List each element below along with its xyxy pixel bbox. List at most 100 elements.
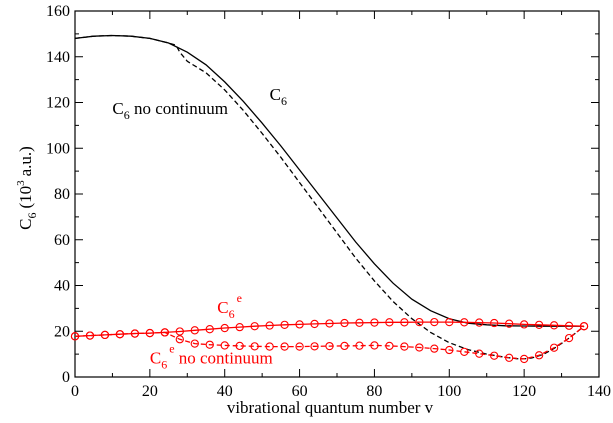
- series-3-point: [505, 319, 514, 328]
- series-3-point: [549, 321, 559, 330]
- y-tick-label: 0: [62, 369, 70, 386]
- series-3-point: [430, 317, 439, 327]
- series-4-point: [130, 329, 140, 338]
- curve-label-4: C6e no continuum: [150, 341, 273, 371]
- series-4-point: [340, 341, 349, 351]
- y-tick-label: 80: [54, 186, 70, 203]
- plot-frame: [74, 10, 600, 378]
- curve-label-subscript: 6: [229, 307, 235, 321]
- y-tick-label: 100: [46, 140, 70, 157]
- curve-label-subscript: 6: [281, 94, 287, 108]
- y-tick-label: 160: [46, 3, 70, 20]
- series-4-point: [445, 345, 454, 355]
- series-4-point: [205, 340, 214, 349]
- series-3-point: [355, 318, 364, 327]
- series-4-point: [100, 330, 110, 340]
- curve-label-text: no continuum: [130, 99, 228, 118]
- series-4-point: [310, 342, 319, 351]
- x-tick-label: 80: [366, 383, 382, 400]
- y-axis-title-superscript: 3: [15, 180, 27, 186]
- series-3-point: [325, 319, 334, 328]
- series-4-point: [505, 353, 514, 362]
- curve-label-subscript: 6: [161, 357, 167, 371]
- series-4-point: [475, 349, 484, 358]
- series-4-point: [400, 342, 409, 351]
- series-4-point: [415, 343, 424, 352]
- series-4-point: [220, 341, 229, 350]
- series-4-point: [235, 341, 244, 351]
- series-3-point: [445, 317, 454, 327]
- curve-label-symbol: C: [112, 99, 123, 118]
- x-axis-title: vibrational quantum number v: [227, 398, 434, 417]
- series-4-point: [549, 343, 559, 352]
- series-4-point: [160, 328, 169, 337]
- x-tick-label: 120: [512, 383, 536, 400]
- y-axis-title: C6 (103 a.u.): [15, 146, 39, 230]
- series-4-point: [460, 347, 469, 356]
- y-tick-label: 140: [46, 49, 70, 66]
- y-tick-label: 60: [54, 232, 70, 249]
- series-4-point: [115, 330, 125, 339]
- y-axis-title-subscript: 6: [25, 213, 39, 219]
- y-axis-title-rest-open: (10: [16, 186, 35, 209]
- x-tick-label: 100: [437, 383, 461, 400]
- series-4-point: [190, 339, 199, 348]
- series-3-point: [415, 317, 424, 327]
- series-4-point: [385, 341, 394, 351]
- series-3-point: [250, 322, 259, 331]
- series-4-point: [519, 354, 529, 364]
- curve-label-subscript: 6: [124, 108, 130, 122]
- series-3-point: [295, 320, 304, 329]
- series-4-point: [325, 341, 334, 351]
- series-4-point: [579, 322, 589, 331]
- plot-frame-layer: [74, 10, 600, 378]
- series-3-point: [205, 325, 214, 334]
- series-3-point: [385, 318, 394, 327]
- curve-label-1: C6: [270, 85, 287, 108]
- curve-label-symbol: C: [217, 298, 228, 317]
- curve-label-symbol: C: [150, 348, 161, 367]
- series-3-point: [220, 323, 229, 333]
- y-tick-label: 120: [46, 95, 70, 112]
- series-4-point: [370, 341, 379, 350]
- curve-label-superscript: e: [169, 341, 174, 355]
- series-4-point: [534, 351, 544, 360]
- series-3-point: [400, 318, 409, 327]
- curve-label-3: C6e: [217, 291, 242, 321]
- series-4-point: [85, 331, 95, 340]
- series-3-point: [370, 318, 379, 327]
- curve-label-2: C6 no continuum: [112, 99, 228, 122]
- series-3-point: [265, 321, 274, 330]
- series-line-4: [74, 325, 585, 360]
- series-3-point: [310, 319, 319, 329]
- series-3-point: [475, 318, 484, 327]
- series-line-3: [74, 321, 585, 337]
- series-4-point: [564, 333, 574, 343]
- series-3-point: [280, 320, 289, 329]
- series-3-point: [490, 318, 499, 328]
- series-3-point: [519, 320, 529, 329]
- curve-label-symbol: C: [270, 85, 281, 104]
- x-tick-label: 20: [142, 383, 158, 400]
- y-axis-title-rest-close: a.u.): [16, 146, 35, 176]
- series-line-2: [74, 34, 585, 360]
- series-3-point: [460, 318, 469, 327]
- y-axis-title-main: C: [16, 219, 35, 230]
- series-4-point: [430, 344, 439, 353]
- curve-label-superscript: e: [237, 291, 242, 305]
- series-3-point: [564, 321, 574, 330]
- series-3-point: [175, 327, 184, 336]
- tick-layer: 0 20 40 60 80 100 120 140 0 20 40 60 80 100 120 140 160: [46, 3, 611, 400]
- series-4-point: [295, 342, 304, 351]
- series-4-point: [145, 328, 155, 338]
- series-4-point: [355, 341, 364, 350]
- series-layer: [70, 34, 589, 364]
- series-4-point: [265, 342, 274, 351]
- y-tick-label: 40: [54, 278, 70, 295]
- curve-label-text: no continuum: [175, 348, 273, 367]
- series-3-point: [190, 326, 199, 335]
- x-tick-label: 60: [292, 383, 308, 400]
- x-tick-label: 140: [587, 383, 611, 400]
- series-4-point: [175, 335, 184, 344]
